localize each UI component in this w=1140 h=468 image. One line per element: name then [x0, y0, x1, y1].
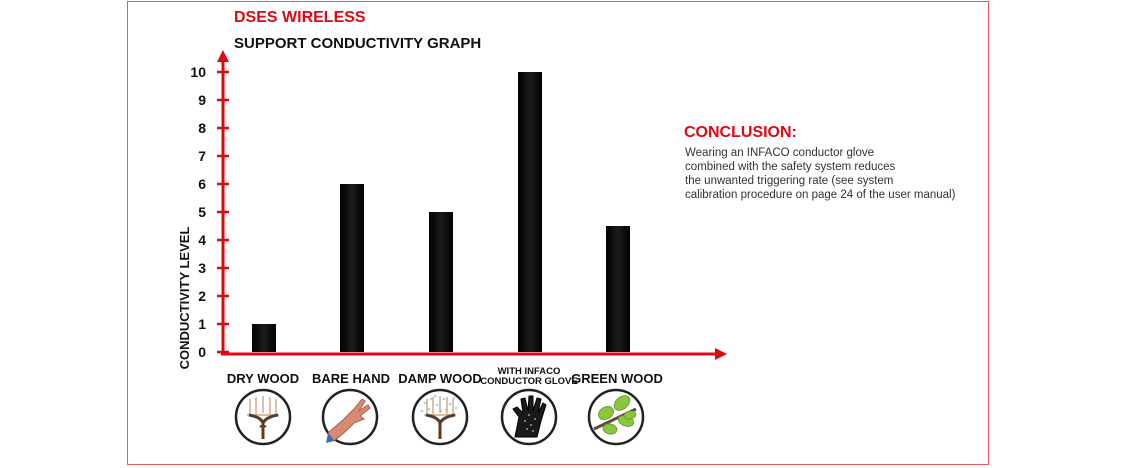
category-label: DRY WOOD: [227, 371, 299, 386]
conclusion-line-4: calibration procedure on page 24 of the …: [685, 189, 956, 201]
bar: [340, 184, 364, 352]
category-labels: DRY WOOD BARE HAND DAMP WOOD WITH INFACOCON…: [227, 366, 663, 387]
green-wood-leaves-icon: [587, 388, 645, 446]
conclusion-line-3: the unwanted triggering rate (see system: [685, 175, 893, 187]
y-tick-label: 8: [198, 120, 206, 136]
bar: [518, 72, 542, 352]
conclusion-line-2: combined with the safety system reduces: [685, 161, 896, 173]
dry-wood-vine-icon: [234, 388, 292, 446]
category-label: BARE HAND: [312, 371, 390, 386]
y-tick-label: 9: [198, 92, 206, 108]
x-axis-arrow: [715, 348, 727, 360]
y-tick-label: 3: [198, 260, 206, 276]
category-label: GREEN WOOD: [571, 371, 663, 386]
y-tick-label: 7: [198, 148, 206, 164]
y-axis-arrow: [217, 50, 229, 62]
y-tick-label: 2: [198, 288, 206, 304]
bars: [252, 72, 630, 352]
category-label: WITH INFACO: [498, 366, 561, 377]
y-tick-label: 0: [198, 344, 206, 360]
bar: [429, 212, 453, 352]
bar: [606, 226, 630, 352]
brand-title: DSES WIRELESS: [234, 9, 366, 26]
graphic-frame: [127, 1, 989, 465]
bar: [252, 324, 276, 352]
y-tick-label: 10: [190, 64, 206, 80]
conclusion-title: CONCLUSION:: [684, 124, 797, 141]
conclusion-line-1: Wearing an INFACO conductor glove: [685, 147, 874, 159]
y-tick-label: 5: [198, 204, 206, 220]
y-tick-label: 1: [198, 316, 206, 332]
category-label: CONDUCTOR GLOVE: [480, 376, 577, 387]
y-axis-label: CONDUCTIVITY LEVEL: [177, 227, 192, 370]
y-tick-label: 6: [198, 176, 206, 192]
chart-title: SUPPORT CONDUCTIVITY GRAPH: [234, 35, 481, 52]
damp-wood-vine-icon: [411, 388, 469, 446]
conductor-glove-icon: [500, 388, 558, 446]
axes: [217, 50, 727, 360]
category-label: DAMP WOOD: [398, 371, 482, 386]
y-tick-label: 4: [198, 232, 206, 248]
bare-hand-icon: [321, 388, 379, 446]
